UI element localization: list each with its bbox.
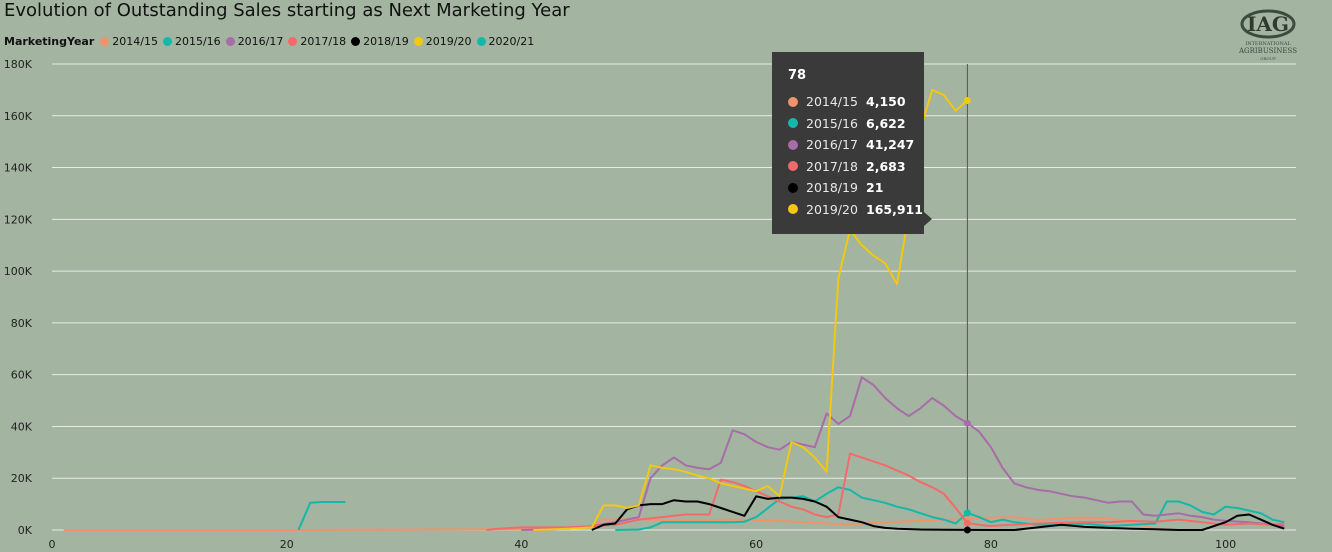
tooltip-row: 2019/20 165,911 [788, 199, 924, 221]
tooltip-dot-icon [788, 161, 798, 172]
logo-line3: GROUP [1260, 56, 1276, 61]
legend-dot-icon [351, 36, 361, 46]
legend-title: MarketingYear [4, 34, 95, 48]
iag-logo-icon: IAG INTERNATIONAL AGRIBUSINESS GROUP [1228, 8, 1308, 62]
tooltip-series-value: 4,150 [866, 94, 906, 110]
legend-dot-icon [100, 36, 110, 46]
x-tick-label: 80 [984, 538, 998, 551]
tooltip-series-value: 165,911 [866, 201, 923, 217]
y-tick-label: 180K [4, 58, 33, 71]
tooltip-dot-icon [788, 182, 798, 193]
tooltip-series-name: 2017/18 [806, 158, 858, 174]
legend-label: 2019/20 [425, 34, 472, 48]
tooltip-series-name: 2014/15 [806, 94, 858, 110]
tooltip-row: 2016/17 41,247 [788, 134, 924, 156]
series-line-2016-17[interactable] [521, 376, 1285, 531]
series-line-2014-15[interactable] [63, 516, 1168, 531]
tooltip-header: 78 [788, 68, 807, 83]
logo-line2: AGRIBUSINESS [1238, 47, 1297, 55]
hover-point-2016-17 [963, 419, 971, 427]
tooltip-series-value: 41,247 [866, 137, 915, 153]
tooltip-dot-icon [788, 204, 798, 215]
hover-point-2015-16 [963, 509, 971, 517]
legend-dot-icon [413, 36, 423, 46]
series-line-2018-19[interactable] [591, 495, 1285, 531]
hover-point-2018-19 [963, 526, 971, 534]
legend: MarketingYear 2014/15 2015/16 2016/17 2017/… [4, 33, 539, 49]
legend-label: 2016/17 [237, 34, 284, 48]
x-tick-label: 0 [49, 538, 56, 551]
tooltip-series-value: 6,622 [866, 115, 906, 131]
tooltip-series-name: 2019/20 [806, 201, 858, 217]
logo-line1: INTERNATIONAL [1245, 41, 1291, 47]
y-tick-label: 0K [18, 524, 33, 537]
legend-label: 2014/15 [112, 34, 158, 48]
logo-monogram: IAG [1247, 12, 1289, 36]
y-tick-label: 60K [11, 369, 33, 382]
tooltip-row: 2018/19 21 [788, 177, 924, 199]
legend-item-2017-18[interactable]: 2017/18 [288, 35, 346, 48]
legend-label: 2020/21 [488, 34, 535, 48]
series-line-2017-18[interactable] [486, 452, 1285, 531]
legend-dot-icon [225, 36, 235, 46]
tooltip-dot-icon [788, 96, 798, 107]
tooltip-arrow [924, 212, 932, 226]
legend-item-2015-16[interactable]: 2015/16 [162, 34, 221, 48]
tooltip-row: 2017/18 2,683 [788, 156, 924, 178]
y-tick-label: 80K [11, 317, 33, 330]
tooltip-series-value: 2,683 [866, 158, 906, 174]
tooltip-dot-icon [788, 139, 798, 150]
y-tick-label: 120K [4, 213, 33, 226]
x-tick-label: 20 [280, 538, 294, 551]
x-tick-label: 100 [1215, 538, 1236, 551]
tooltip-series-name: 2015/16 [806, 115, 858, 131]
y-tick-label: 160K [4, 110, 33, 123]
y-tick-label: 140K [4, 162, 33, 175]
legend-dot-icon [288, 36, 298, 46]
legend-label: 2015/16 [174, 34, 221, 48]
y-tick-label: 20K [11, 472, 33, 485]
legend-label: 2017/18 [300, 34, 347, 48]
legend-dot-icon [162, 36, 172, 46]
series-line-2019-20[interactable] [533, 88, 969, 531]
legend-item-2018-19[interactable]: 2018/19 [351, 35, 409, 48]
x-tick-label: 40 [514, 538, 528, 551]
legend-item-2020-21[interactable]: 2020/21 [476, 34, 535, 48]
tooltip-dot-icon [788, 118, 798, 129]
legend-item-2016-17[interactable]: 2016/17 [225, 34, 284, 48]
y-tick-label: 40K [11, 420, 33, 433]
series-line-2020-21[interactable] [297, 501, 346, 531]
hover-point-2019-20 [963, 96, 971, 104]
tooltip-row: 2014/15 4,150 [788, 91, 924, 113]
legend-item-2014-15[interactable]: 2014/15 [100, 35, 158, 48]
tooltip-row: 2015/16 6,622 [788, 113, 924, 135]
x-tick-label: 60 [749, 538, 763, 551]
legend-item-2019-20[interactable]: 2019/20 [413, 34, 472, 48]
tooltip: 78 2014/15 4,150 2015/16 6,622 2016/17 41,247… [772, 52, 924, 234]
tooltip-series-value: 21 [866, 180, 884, 196]
hover-point-2017-18 [963, 519, 971, 527]
tooltip-series-name: 2018/19 [806, 180, 858, 196]
series-line-2015-16[interactable] [615, 486, 1285, 531]
chart-title: Evolution of Outstanding Sales starting … [4, 0, 570, 21]
tooltip-series-name: 2016/17 [806, 137, 858, 153]
legend-dot-icon [476, 36, 486, 46]
legend-label: 2018/19 [363, 34, 409, 48]
y-tick-label: 100K [4, 265, 33, 278]
